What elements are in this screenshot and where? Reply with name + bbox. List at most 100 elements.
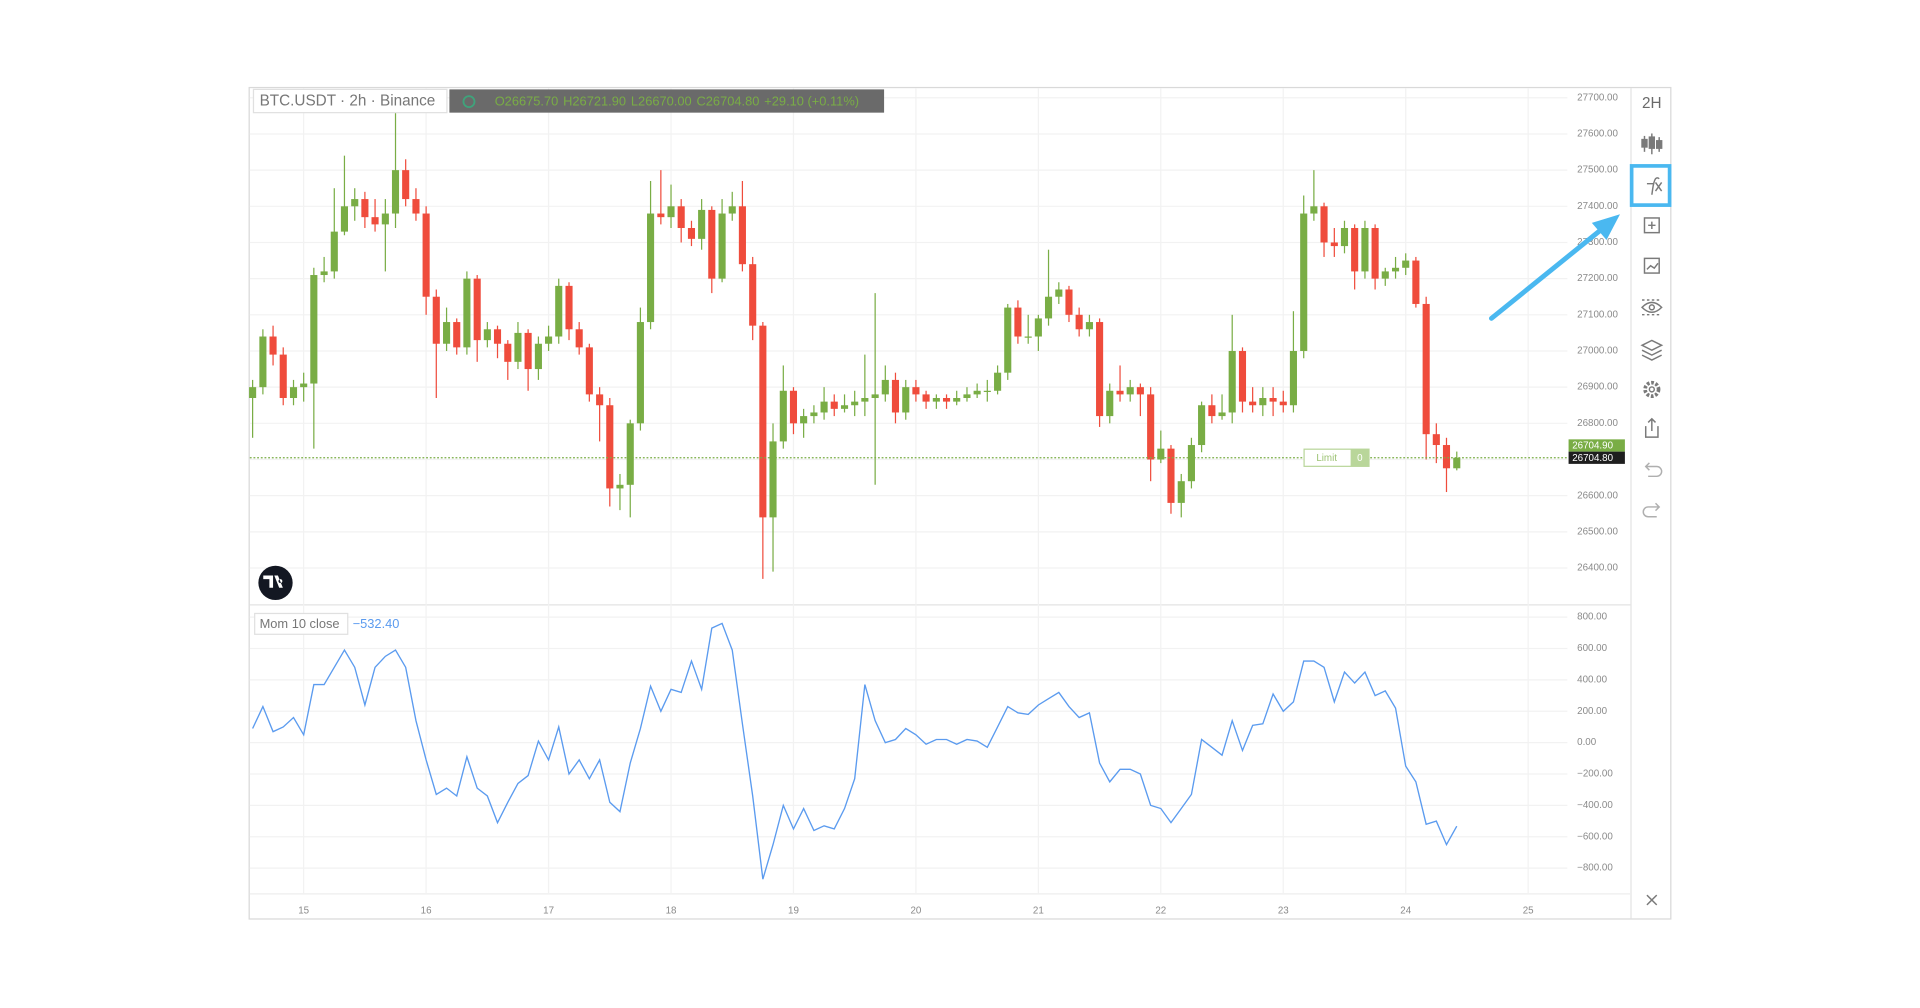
candle-body [779, 390, 787, 442]
candle-body [310, 275, 318, 384]
redo-icon[interactable] [1642, 502, 1661, 518]
candle-body [749, 264, 757, 326]
candle-body [953, 398, 961, 402]
candle-body [340, 206, 348, 232]
compare-icon[interactable] [1643, 257, 1660, 274]
indicator-line [252, 622, 1458, 880]
ohlc-legend-item: L26670.00 [631, 94, 692, 109]
chart-frame [248, 86, 1672, 920]
candle-body [1198, 405, 1206, 446]
x-tick-label: 16 [421, 906, 432, 917]
candle-body [514, 332, 522, 362]
visibility-icon[interactable] [1641, 299, 1663, 316]
candle-body [626, 423, 634, 485]
eye-icon[interactable] [462, 95, 476, 109]
y-tick-label: −600.00 [1577, 831, 1613, 842]
tv-logo[interactable] [258, 565, 293, 600]
candle-body [1208, 405, 1216, 417]
x-tick-label: 25 [1523, 906, 1534, 917]
candle-body [810, 412, 818, 417]
candle-body [1044, 296, 1053, 319]
y-tick-label: 26400.00 [1577, 563, 1618, 574]
candle-body [534, 343, 542, 370]
indicators-icon[interactable] [1646, 177, 1663, 195]
candle-body [371, 217, 379, 225]
candle-body [289, 387, 298, 399]
x-tick-label: 21 [1033, 906, 1044, 917]
candle-body [1147, 394, 1155, 460]
order-label: Limit [1316, 453, 1337, 464]
candle-body [1392, 267, 1400, 272]
x-tick-label: 23 [1278, 906, 1289, 917]
candle-body [1167, 448, 1175, 503]
x-tick-label: 20 [910, 906, 921, 917]
candle-body [1269, 398, 1277, 402]
candle-body [973, 390, 981, 395]
ohlc-legend-item: +29.10 (+0.11%) [764, 94, 859, 109]
candle-body [902, 387, 910, 413]
candle-body [922, 394, 930, 402]
candle-body [983, 390, 991, 392]
ohlc-legend-item: C26704.80 [697, 94, 760, 109]
y-tick-label: 27100.00 [1577, 309, 1618, 320]
candle-body [545, 336, 553, 344]
undo-icon[interactable] [1644, 462, 1663, 478]
candle-body [1259, 398, 1267, 406]
candle-body [647, 213, 655, 323]
y-tick-label: 27200.00 [1577, 273, 1618, 284]
candle-body [585, 347, 593, 395]
interval-button[interactable]: 2H [1642, 95, 1662, 112]
drawing-icon[interactable] [1643, 217, 1660, 234]
y-tick-label: 400.00 [1577, 674, 1607, 685]
y-tick-label: 600.00 [1577, 643, 1607, 654]
candle-body [1004, 307, 1012, 373]
settings-icon[interactable] [1643, 380, 1661, 398]
candle-body [473, 278, 481, 341]
candle-body [687, 228, 696, 239]
candle-body [351, 199, 359, 207]
ohlc-legend: O26675.70 H26721.90 L26670.00 C26704.80 +29.… [495, 94, 859, 109]
candle-body [932, 398, 940, 402]
share-icon[interactable] [1644, 417, 1659, 438]
y-tick-label: 0.00 [1577, 737, 1597, 748]
candle-body [320, 271, 328, 276]
candle-body [1218, 412, 1226, 417]
symbol-box[interactable] [252, 88, 448, 114]
y-tick-label: 800.00 [1577, 612, 1607, 623]
candle-body [677, 206, 685, 229]
candle-body [1361, 228, 1369, 272]
candle-body [1187, 445, 1195, 482]
candle-body [728, 206, 736, 214]
x-tick-label: 24 [1400, 906, 1411, 917]
close-icon[interactable] [1646, 894, 1658, 906]
indicator-legend-box[interactable] [254, 612, 349, 635]
candle-body [1249, 401, 1257, 406]
candle-body [942, 398, 951, 402]
candle-body [361, 199, 369, 218]
y-tick-label: 27400.00 [1577, 201, 1618, 212]
candle-body [422, 213, 430, 297]
candle-body [1351, 228, 1359, 272]
candle-body [1065, 289, 1073, 315]
candle-body [871, 394, 879, 399]
candle-body [840, 405, 849, 409]
candle-body [402, 170, 410, 200]
candle-body [596, 394, 604, 406]
chart-type-icon[interactable] [1641, 133, 1663, 155]
y-tick-label: −400.00 [1577, 800, 1613, 811]
layers-icon[interactable] [1640, 339, 1664, 361]
candle-body [381, 213, 389, 225]
candle-body [881, 379, 889, 395]
candle-body [1136, 387, 1144, 395]
candle-body [483, 329, 491, 341]
candle-body [1310, 206, 1318, 214]
candle-body [453, 322, 461, 348]
candle-body [1126, 387, 1134, 395]
candle-body [575, 329, 583, 348]
candle-body [432, 296, 440, 344]
candle-body [412, 199, 420, 214]
candle-body [1055, 289, 1063, 297]
candle-body [718, 213, 726, 279]
